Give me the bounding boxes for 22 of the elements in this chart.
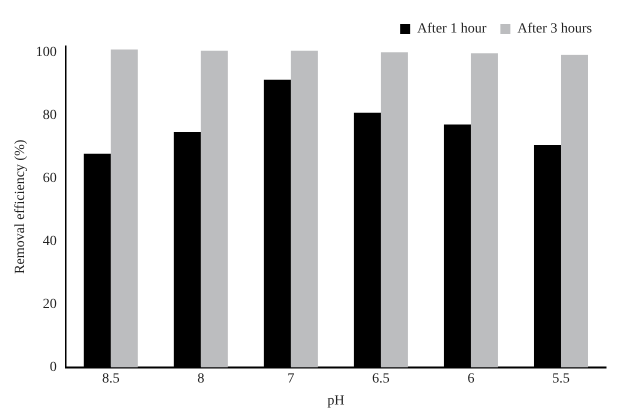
x-tick-label: 7 bbox=[287, 371, 294, 386]
y-tick-label: 40 bbox=[42, 234, 57, 250]
x-tick-label: 5.5 bbox=[552, 371, 570, 386]
bar bbox=[470, 53, 498, 368]
y-axis-title: Removal efficiency (%) bbox=[13, 139, 28, 274]
bar bbox=[380, 52, 408, 368]
legend-label: After 1 hour bbox=[417, 22, 487, 37]
x-tick-label: 6.5 bbox=[372, 371, 390, 386]
bar bbox=[560, 54, 588, 368]
legend-label: After 3 hours bbox=[517, 22, 592, 37]
x-axis-title: pH bbox=[327, 393, 344, 408]
bar bbox=[200, 50, 228, 368]
y-tick-label: 100 bbox=[36, 44, 57, 60]
x-tick-label: 8 bbox=[197, 371, 204, 386]
y-tick-label: 60 bbox=[42, 171, 57, 186]
y-tick-label: 0 bbox=[50, 360, 57, 376]
y-tick-label: 20 bbox=[42, 297, 57, 312]
x-tick-label: 8.5 bbox=[102, 371, 120, 386]
x-tick-label: 6 bbox=[467, 371, 474, 386]
bar bbox=[110, 49, 138, 368]
bar bbox=[290, 50, 318, 368]
y-tick-label: 80 bbox=[42, 108, 57, 123]
